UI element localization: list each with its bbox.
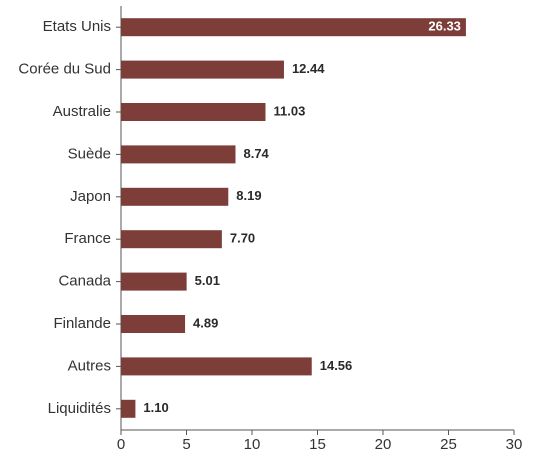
x-tick-label: 30 bbox=[506, 436, 523, 453]
value-label: 26.33 bbox=[428, 19, 461, 34]
x-tick-label: 20 bbox=[375, 436, 392, 453]
bar bbox=[121, 230, 222, 249]
x-tick-label: 15 bbox=[309, 436, 326, 453]
x-tick-label: 10 bbox=[244, 436, 261, 453]
y-tick-label: Liquidités bbox=[48, 400, 111, 417]
bar bbox=[121, 357, 312, 376]
x-tick-label: 0 bbox=[117, 436, 125, 453]
y-tick-label: Japon bbox=[70, 188, 111, 205]
bar bbox=[121, 145, 236, 164]
y-tick-label: Finlande bbox=[53, 315, 111, 332]
bar bbox=[121, 60, 284, 79]
bar bbox=[121, 18, 466, 37]
bar bbox=[121, 399, 136, 418]
bar bbox=[121, 315, 186, 333]
value-label: 8.19 bbox=[236, 188, 261, 203]
y-tick-label: Etats Unis bbox=[43, 18, 111, 35]
y-tick-label: Corée du Sud bbox=[18, 61, 111, 78]
bar bbox=[121, 103, 266, 121]
value-label: 4.89 bbox=[193, 315, 218, 330]
value-label: 7.70 bbox=[230, 231, 255, 246]
y-tick-label: France bbox=[64, 230, 111, 247]
y-tick-label: Suède bbox=[68, 145, 111, 162]
value-label: 11.03 bbox=[273, 103, 305, 118]
value-label: 12.44 bbox=[292, 61, 325, 76]
bar bbox=[121, 187, 229, 206]
x-tick-label: 25 bbox=[440, 436, 457, 453]
y-tick-label: Autres bbox=[68, 357, 111, 374]
value-label: 5.01 bbox=[195, 273, 220, 288]
y-tick-label: Australie bbox=[53, 103, 111, 120]
x-tick-label: 5 bbox=[182, 436, 190, 453]
value-label: 1.10 bbox=[143, 400, 168, 415]
bar bbox=[121, 272, 187, 291]
value-label: 14.56 bbox=[320, 358, 353, 373]
value-label: 8.74 bbox=[243, 146, 269, 161]
y-tick-label: Canada bbox=[58, 273, 111, 290]
